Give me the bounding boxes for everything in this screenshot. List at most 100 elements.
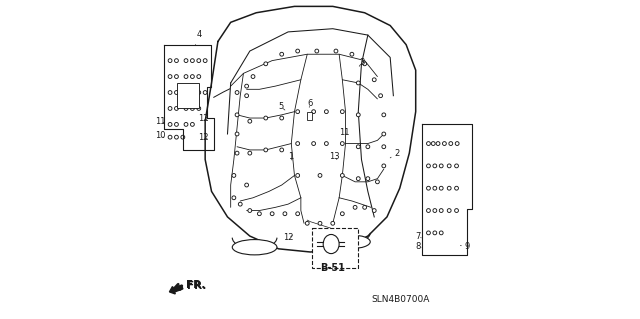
Circle shape xyxy=(197,91,201,94)
Circle shape xyxy=(376,180,380,184)
Circle shape xyxy=(238,202,242,206)
Circle shape xyxy=(372,209,376,212)
Circle shape xyxy=(248,151,252,155)
Text: 9: 9 xyxy=(460,242,469,251)
Text: 4: 4 xyxy=(196,30,202,45)
Circle shape xyxy=(340,212,344,216)
Circle shape xyxy=(280,52,284,56)
Circle shape xyxy=(426,231,430,235)
Circle shape xyxy=(191,107,195,110)
Ellipse shape xyxy=(232,240,277,255)
Circle shape xyxy=(379,94,383,98)
Circle shape xyxy=(426,186,430,190)
Circle shape xyxy=(175,75,179,78)
Circle shape xyxy=(257,212,261,216)
Circle shape xyxy=(305,221,309,225)
Circle shape xyxy=(382,132,386,136)
Circle shape xyxy=(356,81,360,85)
Circle shape xyxy=(318,174,322,177)
Circle shape xyxy=(447,164,451,168)
Circle shape xyxy=(244,84,248,88)
Circle shape xyxy=(191,122,195,126)
Text: FR.: FR. xyxy=(186,280,205,290)
Circle shape xyxy=(433,209,436,212)
Circle shape xyxy=(168,122,172,126)
Circle shape xyxy=(191,91,195,94)
Text: 7: 7 xyxy=(415,232,421,241)
Circle shape xyxy=(296,110,300,114)
Circle shape xyxy=(191,59,195,63)
Circle shape xyxy=(439,164,443,168)
Circle shape xyxy=(363,205,367,209)
Circle shape xyxy=(296,49,300,53)
Circle shape xyxy=(372,78,376,82)
FancyArrow shape xyxy=(170,285,183,294)
Circle shape xyxy=(454,186,458,190)
Text: 10: 10 xyxy=(156,131,166,140)
Text: B-51: B-51 xyxy=(320,263,345,273)
Circle shape xyxy=(184,59,188,63)
Circle shape xyxy=(356,145,360,149)
Circle shape xyxy=(168,107,172,110)
Circle shape xyxy=(248,119,252,123)
Circle shape xyxy=(447,209,451,212)
Circle shape xyxy=(324,110,328,114)
Text: 1: 1 xyxy=(288,152,293,161)
Ellipse shape xyxy=(333,235,371,249)
Circle shape xyxy=(235,151,239,155)
Circle shape xyxy=(350,52,354,56)
Circle shape xyxy=(197,107,201,110)
Circle shape xyxy=(204,59,207,63)
Circle shape xyxy=(331,221,335,225)
Text: 2: 2 xyxy=(390,149,399,158)
Circle shape xyxy=(312,142,316,145)
Ellipse shape xyxy=(323,234,339,254)
Circle shape xyxy=(248,209,252,212)
Circle shape xyxy=(447,186,451,190)
Circle shape xyxy=(197,75,201,78)
Circle shape xyxy=(264,148,268,152)
Text: 11: 11 xyxy=(156,117,166,126)
Circle shape xyxy=(184,122,188,126)
Circle shape xyxy=(454,209,458,212)
Bar xyxy=(312,228,358,268)
Circle shape xyxy=(366,177,370,181)
Text: 5: 5 xyxy=(278,102,285,111)
Circle shape xyxy=(175,107,179,110)
Circle shape xyxy=(382,164,386,168)
Text: 13: 13 xyxy=(329,152,340,161)
Circle shape xyxy=(270,212,274,216)
Circle shape xyxy=(340,174,344,177)
Circle shape xyxy=(184,107,188,110)
Circle shape xyxy=(280,148,284,152)
Circle shape xyxy=(283,212,287,216)
Circle shape xyxy=(244,94,248,98)
Circle shape xyxy=(340,142,344,145)
Circle shape xyxy=(264,62,268,66)
Circle shape xyxy=(334,49,338,53)
Circle shape xyxy=(235,132,239,136)
Circle shape xyxy=(433,186,436,190)
Circle shape xyxy=(251,75,255,78)
Circle shape xyxy=(426,209,430,212)
Circle shape xyxy=(296,212,300,216)
Circle shape xyxy=(168,135,172,139)
Circle shape xyxy=(353,205,357,209)
Text: 12: 12 xyxy=(283,233,293,242)
Text: 6: 6 xyxy=(307,99,312,108)
Circle shape xyxy=(442,142,446,145)
Circle shape xyxy=(280,116,284,120)
Circle shape xyxy=(184,75,188,78)
Circle shape xyxy=(296,174,300,177)
Circle shape xyxy=(168,91,172,94)
Circle shape xyxy=(175,135,179,139)
Circle shape xyxy=(439,186,443,190)
Circle shape xyxy=(197,59,201,63)
Text: 12: 12 xyxy=(198,133,209,142)
Circle shape xyxy=(175,91,179,94)
Circle shape xyxy=(433,231,436,235)
Circle shape xyxy=(439,231,443,235)
Bar xyxy=(307,112,312,120)
Circle shape xyxy=(232,196,236,200)
Circle shape xyxy=(181,135,185,139)
